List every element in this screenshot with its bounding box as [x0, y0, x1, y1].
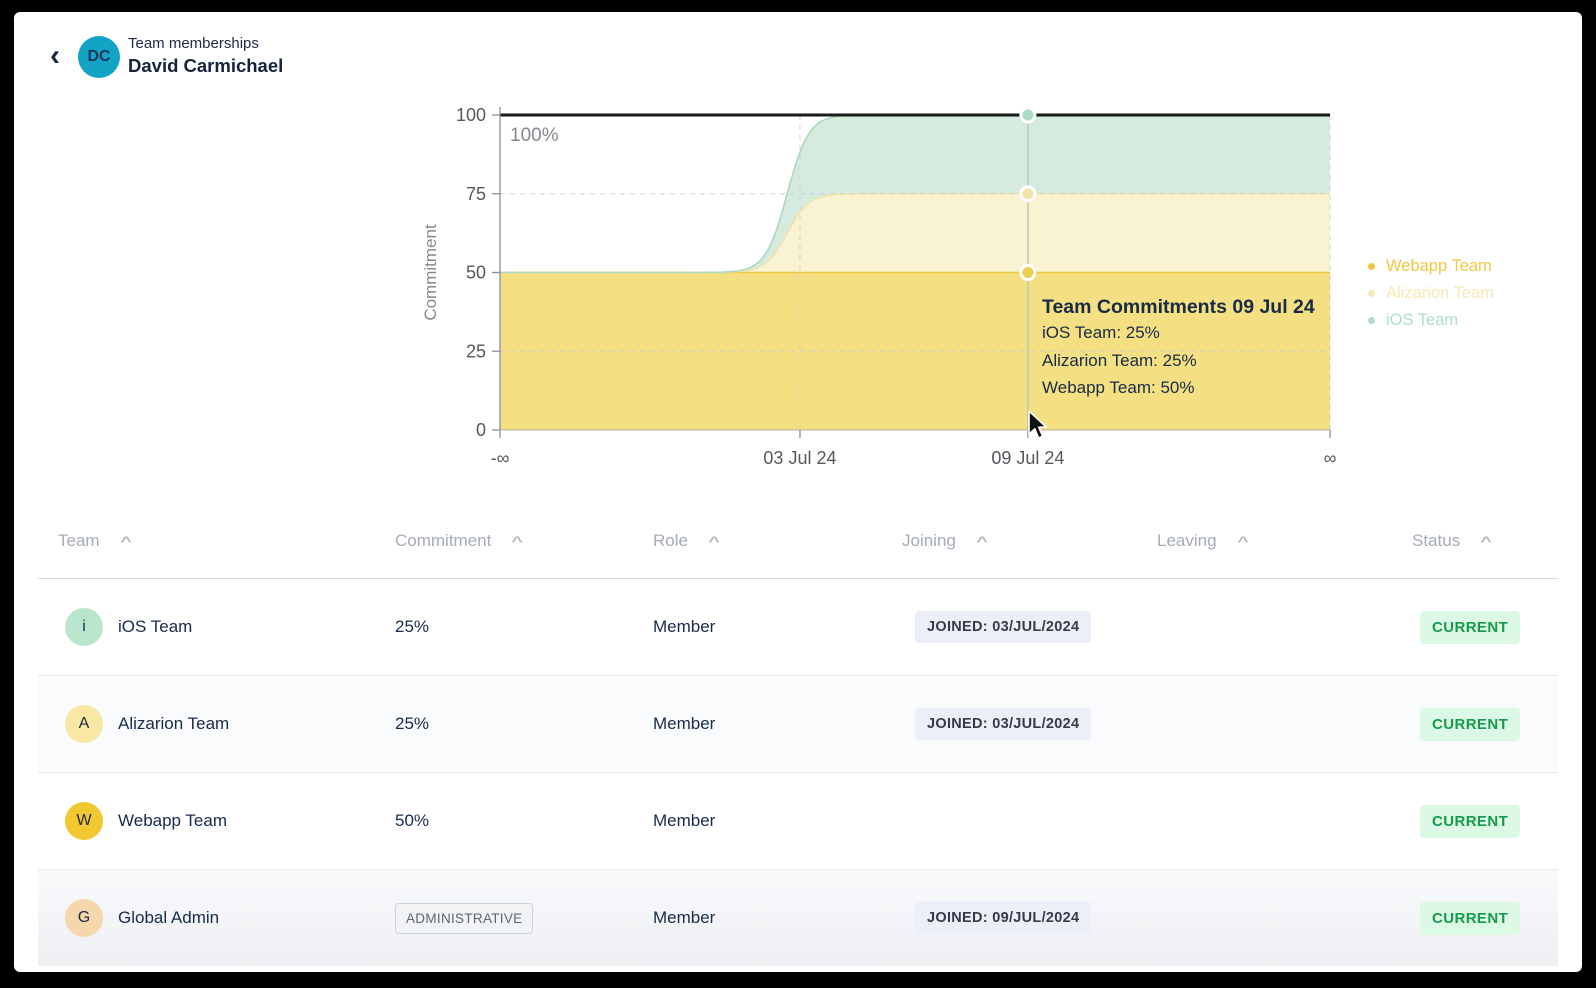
back-button[interactable]: ‹: [40, 38, 70, 74]
column-header-team[interactable]: Team ^: [58, 531, 132, 550]
legend-dot-icon: [1368, 317, 1375, 324]
legend-label: iOS Team: [1386, 311, 1459, 329]
svg-text:∞: ∞: [1324, 448, 1337, 468]
team-name: Global Admin: [118, 908, 220, 927]
role-value: Member: [653, 811, 716, 830]
joined-badge: JOINED: 03/JUL/2024: [915, 708, 1092, 740]
page-title: David Carmichael: [128, 55, 284, 76]
status-badge: CURRENT: [1420, 804, 1521, 838]
team-avatar: G: [65, 899, 103, 937]
table-header: Team ^ Commitment ^ Role ^ Joining ^ Leaving…: [38, 504, 1558, 579]
team-avatar: A: [65, 705, 103, 743]
role-value: Member: [653, 617, 716, 636]
sort-caret-icon: ^: [1236, 533, 1249, 549]
role-value: Member: [653, 714, 716, 733]
table-row[interactable]: A Alizarion Team 25% Member JOINED: 03/JU…: [38, 676, 1558, 773]
sort-caret-icon: ^: [976, 533, 988, 549]
sort-caret-icon: ^: [1480, 533, 1493, 549]
commitment-chart-svg: 0 25 50 75 100 -∞ 03 Jul 24 09 Jul 24 ∞ Commitmen…: [421, 105, 1337, 468]
commitment-value: 25%: [395, 714, 430, 733]
svg-text:Commitment: Commitment: [421, 224, 440, 321]
legend-item-alizarion[interactable]: Alizarion Team: [1368, 280, 1494, 307]
column-header-commitment[interactable]: Commitment ^: [395, 531, 524, 550]
svg-text:25: 25: [466, 341, 486, 361]
svg-text:03 Jul 24: 03 Jul 24: [763, 448, 836, 468]
commitment-value: 25%: [395, 617, 430, 636]
page: ‹ DC Team memberships David Carmichael 0…: [14, 12, 1582, 972]
sort-caret-icon: ^: [511, 533, 524, 549]
commitment-value: 50%: [395, 811, 430, 830]
page-subtitle: Team memberships: [128, 35, 259, 52]
joined-badge: JOINED: 03/JUL/2024: [915, 611, 1092, 643]
memberships-table: Team ^ Commitment ^ Role ^ Joining ^ Leaving…: [38, 504, 1558, 966]
status-badge: CURRENT: [1420, 707, 1521, 741]
team-name: Alizarion Team: [118, 714, 230, 733]
svg-text:50: 50: [466, 263, 486, 283]
table-row[interactable]: i iOS Team 25% Member JOINED: 03/JUL/2024…: [38, 579, 1558, 676]
sort-caret-icon: ^: [708, 533, 720, 549]
legend-label: Webapp Team: [1386, 257, 1492, 275]
column-header-status[interactable]: Status ^: [1412, 531, 1493, 550]
legend-dot-icon: [1368, 263, 1375, 270]
svg-text:75: 75: [466, 184, 486, 204]
svg-text:0: 0: [476, 420, 486, 440]
commitment-chart[interactable]: 0 25 50 75 100 -∞ 03 Jul 24 09 Jul 24 ∞ Commitmen…: [420, 95, 1350, 480]
svg-text:100: 100: [456, 105, 486, 125]
team-avatar: W: [65, 802, 103, 840]
chart-legend: Webapp Team Alizarion Team iOS Team: [1368, 253, 1494, 334]
legend-label: Alizarion Team: [1386, 284, 1494, 302]
svg-text:-∞: -∞: [491, 448, 510, 468]
status-badge: CURRENT: [1420, 610, 1521, 644]
team-name: Webapp Team: [118, 811, 227, 830]
table-row[interactable]: W Webapp Team 50% Member CURRENT: [38, 773, 1558, 870]
table-row[interactable]: G Global Admin ADMINISTRATIVE Member JOIN…: [38, 870, 1558, 966]
status-badge: CURRENT: [1420, 901, 1521, 935]
column-header-leaving[interactable]: Leaving ^: [1157, 531, 1249, 550]
joined-badge: JOINED: 09/JUL/2024: [915, 902, 1092, 934]
administrative-badge: ADMINISTRATIVE: [395, 902, 534, 934]
column-header-role[interactable]: Role ^: [653, 531, 720, 550]
mouse-cursor: [1026, 409, 1052, 446]
legend-item-webapp[interactable]: Webapp Team: [1368, 253, 1494, 280]
column-header-joining[interactable]: Joining ^: [902, 531, 988, 550]
legend-dot-icon: [1368, 290, 1375, 297]
svg-text:100%: 100%: [510, 125, 559, 146]
svg-text:09 Jul 24: 09 Jul 24: [991, 448, 1064, 468]
role-value: Member: [653, 908, 716, 927]
team-name: iOS Team: [118, 617, 193, 636]
legend-item-ios[interactable]: iOS Team: [1368, 307, 1494, 334]
user-avatar: DC: [78, 36, 120, 78]
sort-caret-icon: ^: [119, 533, 132, 549]
team-avatar: i: [65, 608, 103, 646]
